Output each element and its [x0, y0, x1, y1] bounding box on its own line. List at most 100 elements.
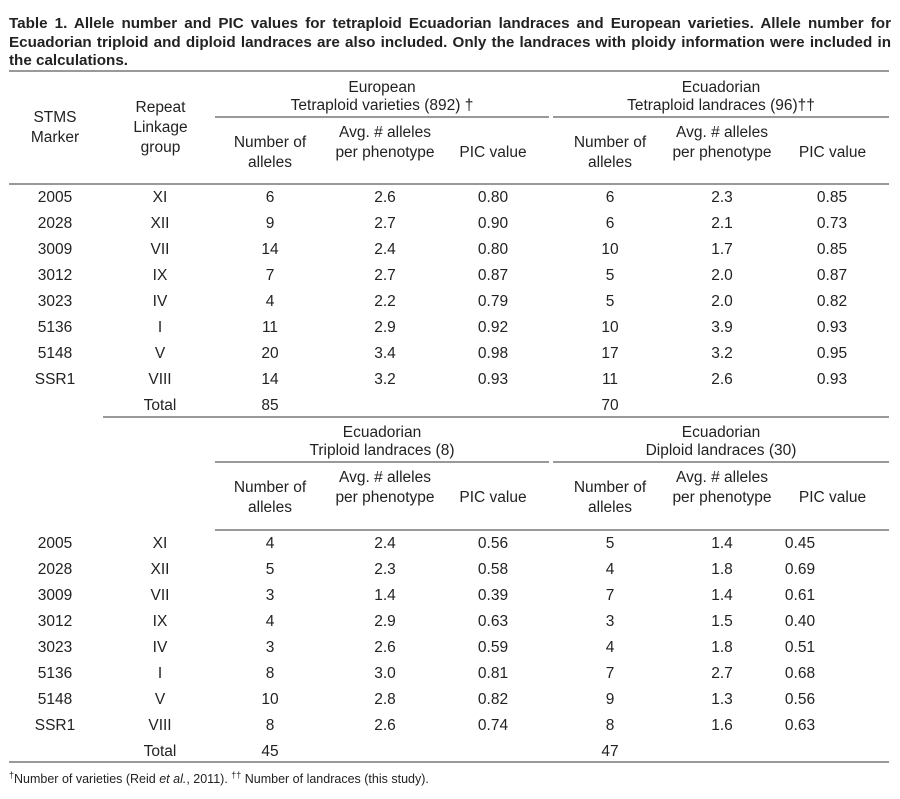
section2-cell-marker: 3012	[37, 613, 73, 630]
section2-cell-num-alleles-b: 5	[605, 535, 615, 552]
section2-cell-marker: SSR1	[34, 717, 76, 734]
section1-cell-avg-alleles-a: 3.4	[374, 345, 396, 362]
header-avg-alleles-di: Avg. # alleles per phenotype	[672, 469, 772, 506]
section2-cell-pic-b: 0.40	[784, 613, 816, 630]
section1-cell-num-alleles-a: 14	[261, 371, 279, 388]
section2-cell-pic-a: 0.74	[477, 717, 509, 734]
section2-cell-num-alleles-a: 10	[261, 691, 279, 708]
section1-cell-marker: 5136	[37, 319, 73, 336]
section1-cell-linkage: V	[154, 345, 166, 362]
section2-cell-pic-a: 0.82	[477, 691, 509, 708]
group-european-line2: Tetraploid varieties (892) †	[290, 97, 474, 114]
section2-cell-num-alleles-a: 4	[265, 535, 275, 552]
header-pic-ecu-tetra: PIC value	[798, 144, 867, 161]
section1-cell-num-alleles-b: 6	[605, 189, 615, 206]
section1-cell-num-alleles-b: 17	[601, 345, 619, 362]
section1-cell-pic-b: 0.93	[816, 319, 848, 336]
section1-cell-num-alleles-b: 11	[601, 371, 619, 388]
section2-cell-linkage: XI	[152, 535, 168, 552]
section2-cell-avg-alleles-b: 1.4	[711, 587, 733, 604]
section1-cell-pic-b: 0.85	[816, 241, 848, 258]
section2-cell-avg-alleles-b: 1.4	[711, 535, 733, 552]
section1-cell-pic-b: 0.93	[816, 371, 848, 388]
section1-cell-pic-b: 0.85	[816, 189, 848, 206]
section1-cell-pic-a: 0.98	[477, 345, 509, 362]
section2-cell-pic-b: 0.68	[784, 665, 816, 682]
section2-cell-avg-alleles-a: 2.3	[374, 561, 396, 578]
section1-cell-marker: 2005	[37, 189, 73, 206]
section2-cell-avg-alleles-a: 2.8	[374, 691, 396, 708]
section1-cell-num-alleles-b: 6	[605, 215, 615, 232]
section2-cell-pic-a: 0.63	[477, 613, 509, 630]
header-num-alleles-eu: Number of alleles	[233, 134, 307, 171]
section2-cell-num-alleles-a: 5	[265, 561, 275, 578]
section2-cell-marker: 3009	[37, 587, 73, 604]
header-avg-alleles-ecu-tetra: Avg. # alleles per phenotype	[672, 124, 772, 161]
section2-cell-linkage: XII	[150, 561, 170, 578]
section1-cell-pic-b: 0.87	[816, 267, 848, 284]
section2-total-label: Total	[143, 743, 177, 760]
section2-cell-pic-a: 0.81	[477, 665, 509, 682]
section1-cell-linkage: VIII	[148, 371, 172, 388]
section2-cell-pic-b: 0.61	[784, 587, 816, 604]
section2-cell-num-alleles-a: 8	[265, 717, 275, 734]
section2-cell-marker: 5148	[37, 691, 73, 708]
section2-cell-avg-alleles-a: 1.4	[374, 587, 396, 604]
section1-cell-num-alleles-a: 4	[265, 293, 275, 310]
section2-cell-num-alleles-b: 4	[605, 639, 615, 656]
header-pic-di: PIC value	[798, 489, 867, 506]
header-num-alleles-ecu-tetra: Number of alleles	[573, 134, 647, 171]
section2-cell-avg-alleles-b: 1.8	[711, 639, 733, 656]
section1-cell-linkage: I	[157, 319, 163, 336]
section2-cell-marker: 2028	[37, 561, 73, 578]
group-european-line1: European	[348, 79, 416, 96]
section1-cell-num-alleles-a: 6	[265, 189, 275, 206]
section1-total-a: 85	[261, 397, 279, 414]
footnote-dagger: †	[9, 770, 15, 780]
section2-cell-avg-alleles-b: 1.3	[711, 691, 733, 708]
section1-cell-linkage: IX	[152, 267, 168, 284]
header-avg-alleles-tri: Avg. # alleles per phenotype	[335, 469, 435, 506]
section1-cell-marker: SSR1	[34, 371, 76, 388]
section1-cell-linkage: XI	[152, 189, 168, 206]
header-avg-alleles-eu: Avg. # alleles per phenotype	[335, 124, 435, 161]
footnote: †Number of varieties (Reid et al., 2011)…	[9, 767, 429, 787]
section1-cell-avg-alleles-a: 2.7	[374, 215, 396, 232]
section2-cell-num-alleles-b: 8	[605, 717, 615, 734]
section1-cell-marker: 3009	[37, 241, 73, 258]
section2-cell-linkage: V	[154, 691, 166, 708]
group-di-line2: Diploid landraces (30)	[645, 442, 797, 459]
section2-cell-marker: 5136	[37, 665, 73, 682]
section1-cell-avg-alleles-a: 2.2	[374, 293, 396, 310]
footnote-text1: Number of varieties (Reid	[14, 772, 160, 787]
section1-cell-pic-a: 0.80	[477, 241, 509, 258]
section2-cell-num-alleles-b: 7	[605, 665, 615, 682]
group-tri-line1: Ecuadorian	[342, 424, 422, 441]
section1-total-label: Total	[143, 397, 177, 414]
footnote-text2: , 2011).	[186, 772, 232, 787]
section2-cell-pic-b: 0.69	[784, 561, 816, 578]
section2-total-a: 45	[261, 743, 279, 760]
section1-cell-pic-b: 0.82	[816, 293, 848, 310]
section1-cell-avg-alleles-b: 1.7	[711, 241, 733, 258]
section2-cell-pic-a: 0.56	[477, 535, 509, 552]
section2-cell-marker: 2005	[37, 535, 73, 552]
section2-cell-avg-alleles-a: 2.9	[374, 613, 396, 630]
section1-cell-pic-a: 0.87	[477, 267, 509, 284]
section2-cell-num-alleles-b: 3	[605, 613, 615, 630]
footnote-double-dagger: ††	[231, 770, 242, 780]
group-tri-line2: Triploid landraces (8)	[309, 442, 455, 459]
section1-cell-avg-alleles-b: 2.6	[711, 371, 733, 388]
section2-cell-pic-b: 0.51	[784, 639, 816, 656]
section2-cell-linkage: IV	[152, 639, 168, 656]
section1-cell-avg-alleles-b: 3.2	[711, 345, 733, 362]
section1-cell-num-alleles-a: 11	[261, 319, 279, 336]
section1-cell-avg-alleles-b: 3.9	[711, 319, 733, 336]
section1-cell-linkage: VII	[150, 241, 170, 258]
section1-cell-pic-a: 0.90	[477, 215, 509, 232]
section1-cell-num-alleles-a: 7	[265, 267, 275, 284]
section2-cell-avg-alleles-a: 3.0	[374, 665, 396, 682]
section1-cell-avg-alleles-a: 2.9	[374, 319, 396, 336]
section1-cell-avg-alleles-a: 3.2	[374, 371, 396, 388]
